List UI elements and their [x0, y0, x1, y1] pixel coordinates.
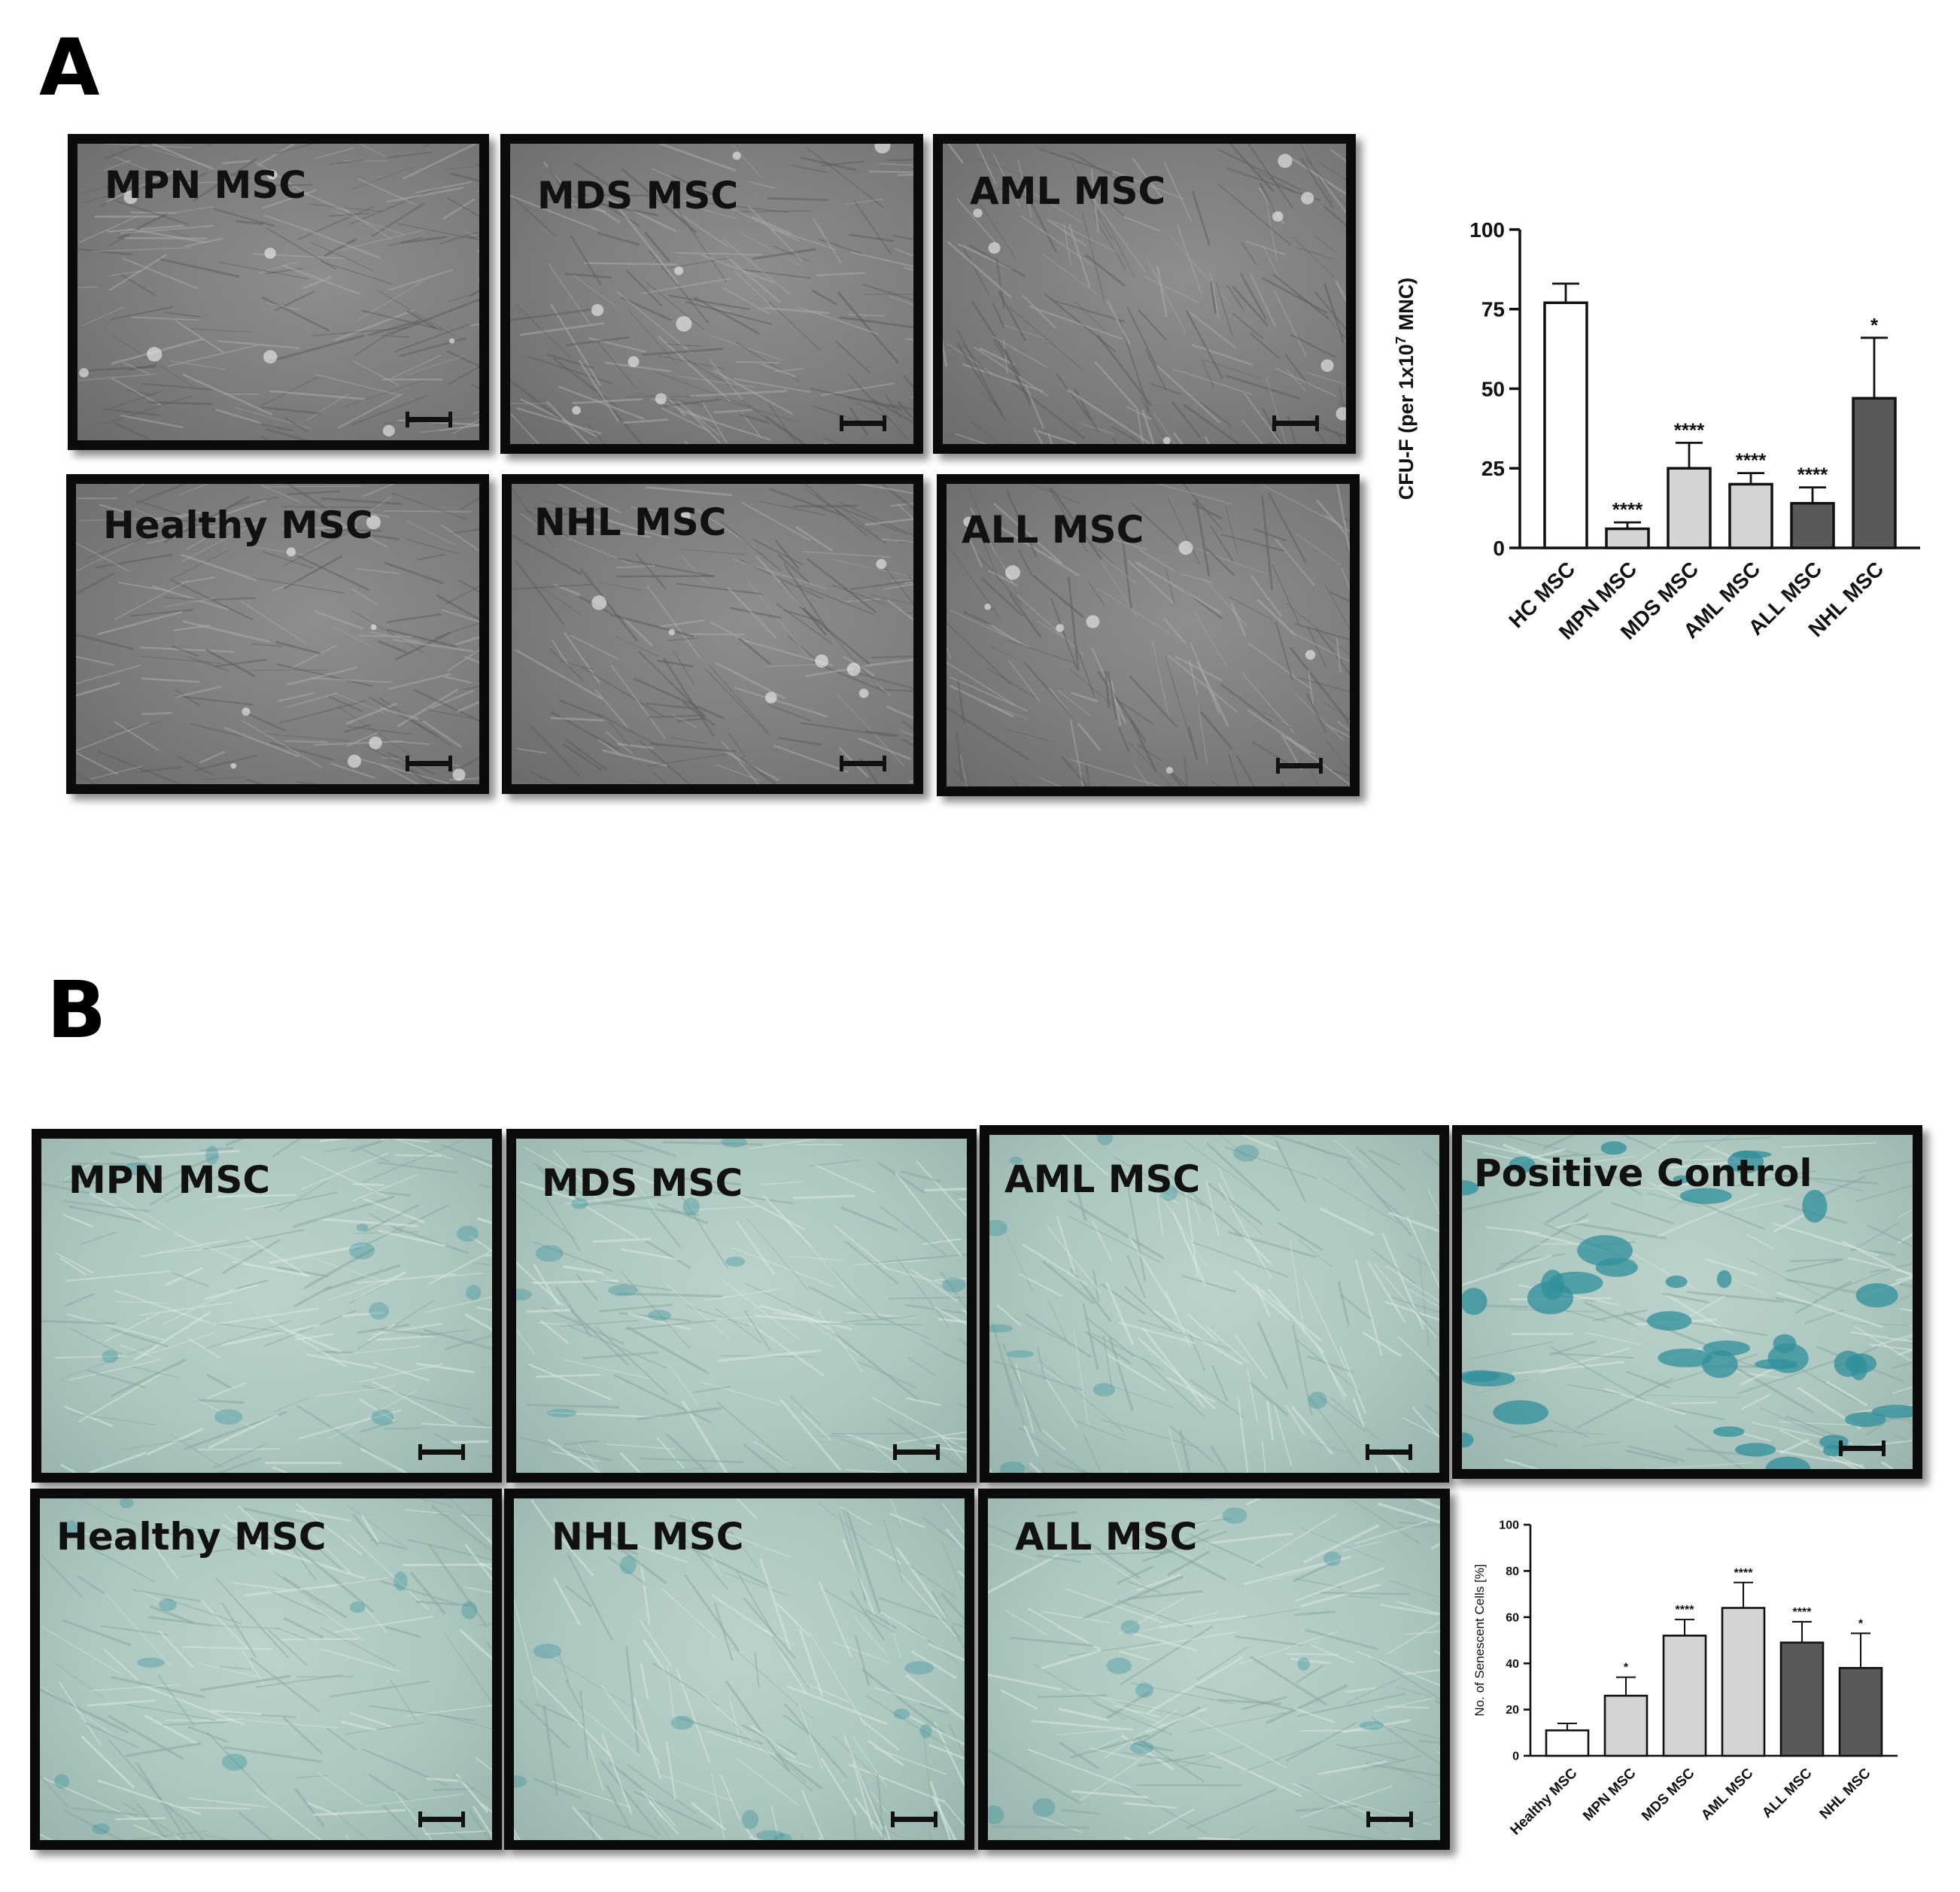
micrograph-label: AML MSC — [1004, 1157, 1201, 1201]
bar — [1790, 502, 1835, 549]
scale-bar — [1272, 415, 1319, 431]
senescent-cells-bar-chart: 0 20 40 60 80 100 No. of Senescent Cells [%] He… — [1472, 1519, 1898, 1839]
cell-texture — [41, 1139, 492, 1473]
category-label: AML MSC — [1698, 1765, 1756, 1823]
micrograph-label: NHL MSC — [552, 1515, 744, 1559]
y-axis-label: No. of Senescent Cells [%] — [1472, 1564, 1487, 1716]
micrograph-label: MDS MSC — [542, 1161, 743, 1205]
significance-label: **** — [1793, 1606, 1813, 1619]
scale-bar — [840, 415, 886, 431]
stain-healthy-msc: Healthy MSC — [30, 1489, 502, 1850]
bar — [1545, 1729, 1590, 1757]
y-tick-label: 75 — [1481, 298, 1505, 321]
stain-mds-msc: MDS MSC — [506, 1129, 977, 1483]
scale-bar — [418, 1811, 465, 1827]
category-label: MDS MSC — [1639, 1765, 1697, 1824]
y-tick-label: 0 — [1512, 1751, 1519, 1763]
y-tick-label: 40 — [1506, 1658, 1519, 1671]
scale-bar — [893, 1444, 940, 1460]
micrograph-nhl-msc: NHL MSC — [502, 474, 923, 794]
micrograph-healthy-msc: Healthy MSC — [66, 474, 489, 794]
micrograph-label: ALL MSC — [1015, 1515, 1198, 1559]
scale-bar — [1276, 758, 1323, 774]
scale-bar — [891, 1811, 937, 1827]
stain-aml-msc: AML MSC — [980, 1125, 1449, 1483]
micrograph-label: Positive Control — [1474, 1151, 1813, 1195]
bar — [1721, 1607, 1766, 1757]
y-tick-label: 25 — [1481, 457, 1505, 480]
micrograph-label: Healthy MSC — [56, 1515, 327, 1559]
cell-texture — [77, 144, 479, 440]
significance-label: * — [1870, 314, 1879, 336]
cell-texture — [943, 144, 1346, 444]
bar — [1603, 1694, 1649, 1757]
y-tick-label: 100 — [1469, 218, 1505, 242]
cell-texture — [516, 1139, 967, 1473]
stain-positive-control: Positive Control — [1452, 1125, 1922, 1479]
y-tick-label: 20 — [1506, 1704, 1519, 1717]
bar — [1852, 397, 1897, 549]
micrograph-mds-msc: MDS MSC — [500, 134, 923, 454]
scale-bar — [840, 756, 886, 771]
scale-bar — [406, 412, 452, 427]
significance-label: **** — [1736, 449, 1767, 472]
significance-label: * — [1858, 1617, 1864, 1630]
bar — [1605, 527, 1650, 549]
scale-bar — [1839, 1440, 1886, 1456]
bar — [1838, 1667, 1883, 1757]
y-tick-label: 100 — [1499, 1519, 1519, 1532]
micrograph-mpn-msc: MPN MSC — [68, 134, 489, 450]
bar — [1543, 301, 1588, 549]
significance-label: **** — [1612, 498, 1643, 521]
stain-nhl-msc: NHL MSC — [504, 1489, 974, 1850]
cell-texture — [512, 484, 913, 784]
bar — [1728, 482, 1773, 549]
stain-mpn-msc: MPN MSC — [32, 1129, 502, 1483]
panel-b-letter: B — [47, 964, 107, 1056]
scale-bar — [1366, 1444, 1412, 1460]
category-label: NHL MSC — [1817, 1765, 1874, 1822]
significance-label: * — [1624, 1662, 1629, 1675]
scale-bar — [406, 756, 452, 771]
micrograph-label: MDS MSC — [537, 174, 739, 217]
micrograph-aml-msc: AML MSC — [933, 134, 1356, 454]
significance-label: **** — [1674, 418, 1705, 441]
stain-all-msc: ALL MSC — [978, 1489, 1450, 1850]
micrograph-label: MPN MSC — [68, 1158, 271, 1202]
micrograph-all-msc: ALL MSC — [937, 474, 1360, 796]
y-tick-label: 60 — [1506, 1611, 1519, 1624]
micrograph-label: NHL MSC — [534, 500, 727, 544]
y-tick-label: 80 — [1506, 1565, 1519, 1578]
scale-bar — [1366, 1811, 1413, 1827]
y-axis-label: CFU-F (per 1x107 MNC) — [1393, 278, 1418, 500]
significance-label: **** — [1797, 464, 1828, 486]
panel-a-letter: A — [39, 22, 100, 114]
scale-bar — [418, 1444, 465, 1460]
bar — [1662, 1635, 1707, 1757]
significance-label: **** — [1734, 1567, 1754, 1580]
y-tick-label: 0 — [1493, 537, 1505, 560]
cell-texture — [76, 484, 479, 784]
category-label: ALL MSC — [1759, 1765, 1816, 1821]
micrograph-label: MPN MSC — [105, 163, 307, 207]
micrograph-label: AML MSC — [970, 169, 1166, 213]
cell-texture — [947, 484, 1350, 786]
category-label: Healthy MSC — [1508, 1765, 1581, 1838]
cell-texture — [40, 1498, 492, 1840]
category-label: MPN MSC — [1580, 1765, 1639, 1824]
cell-texture — [989, 1135, 1439, 1473]
cell-texture — [514, 1498, 965, 1840]
significance-label: **** — [1676, 1604, 1695, 1617]
cell-texture — [1462, 1135, 1913, 1469]
bar — [1779, 1641, 1825, 1757]
cell-texture — [988, 1498, 1440, 1840]
micrograph-label: Healthy MSC — [103, 503, 373, 547]
cell-texture — [510, 144, 913, 444]
micrograph-label: ALL MSC — [962, 508, 1144, 552]
y-tick-label: 50 — [1481, 377, 1505, 400]
bar — [1667, 467, 1712, 549]
